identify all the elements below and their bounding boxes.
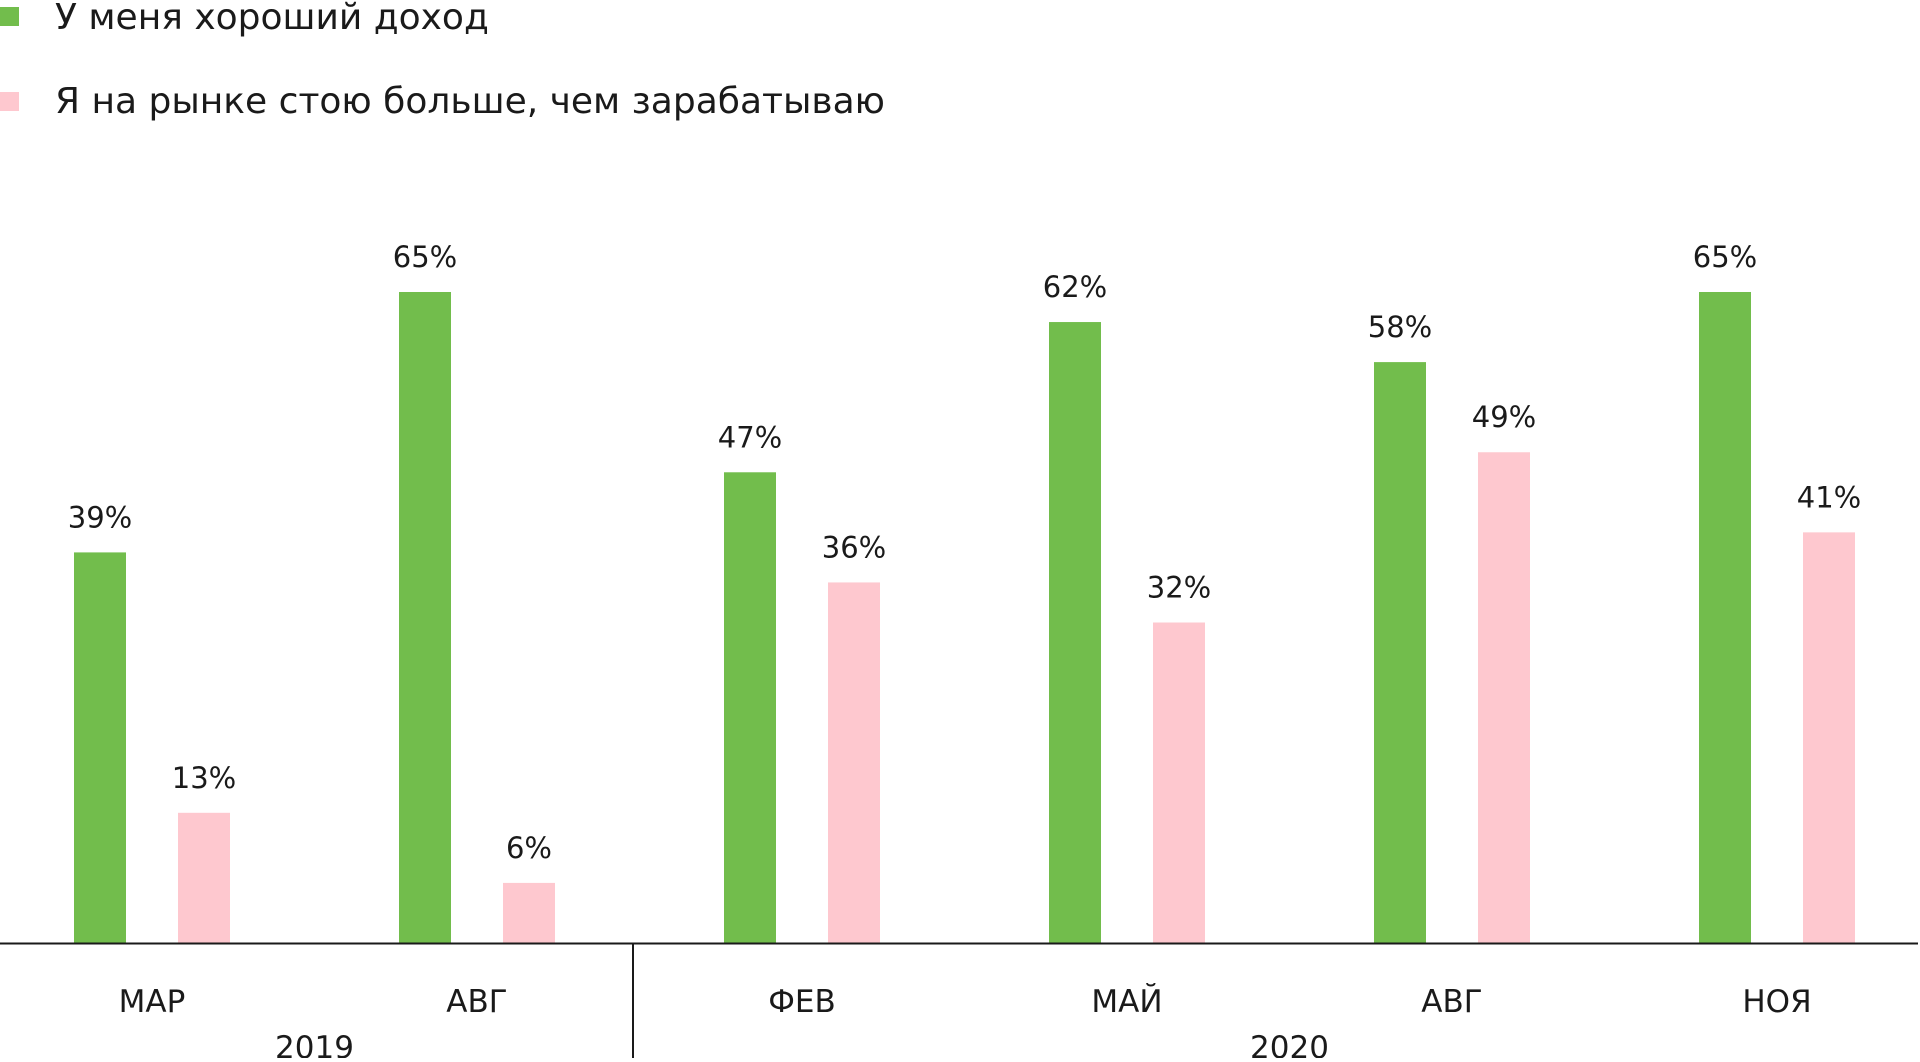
bar-series2-4 (1153, 622, 1205, 943)
legend-label-good-income: У меня хороший доход (55, 0, 489, 38)
value-label-series2-3: 36% (822, 530, 886, 564)
value-label-series1-1: 39% (68, 500, 132, 534)
category-label-4: МАЙ (1091, 984, 1162, 1020)
value-label-series1-3: 47% (718, 420, 782, 454)
legend: У меня хороший доход Я на рынке стою бол… (0, 0, 885, 122)
bar-series1-3 (724, 472, 776, 943)
bar-series2-2 (503, 882, 555, 943)
value-label-series2-5: 49% (1472, 400, 1536, 434)
year-label-2019: 2019 (275, 1030, 354, 1058)
bar-series2-6 (1803, 532, 1855, 943)
bar-series2-1 (178, 812, 230, 943)
year-labels-layer: 2019 2020 (275, 1030, 1329, 1062)
value-label-series1-5: 58% (1368, 310, 1432, 344)
year-label-2020: 2020 (1250, 1030, 1329, 1058)
value-label-series2-2: 6% (506, 831, 552, 865)
legend-label-worth-more: Я на рынке стою больше, чем зарабатываю (55, 81, 885, 122)
bar-series1-1 (74, 552, 126, 943)
bar-series1-4 (1049, 322, 1101, 943)
legend-swatch-good-income (0, 7, 19, 26)
value-label-series1-6: 65% (1693, 240, 1757, 274)
category-label-3: ФЕВ (768, 984, 836, 1020)
category-label-2: АВГ (446, 984, 507, 1020)
value-label-series2-1: 13% (172, 761, 236, 795)
category-label-5: АВГ (1421, 984, 1482, 1020)
value-label-series2-4: 32% (1147, 571, 1211, 605)
category-labels-layer: МАР АВГ ФЕВ МАЙ АВГ НОЯ (119, 984, 1812, 1020)
category-label-6: НОЯ (1742, 984, 1811, 1020)
legend-swatch-worth-more (0, 92, 19, 111)
bar-series2-5 (1478, 452, 1530, 943)
bar-series1-5 (1374, 362, 1426, 944)
value-label-series1-4: 62% (1043, 270, 1107, 304)
bar-series1-2 (399, 292, 451, 943)
category-label-1: МАР (119, 984, 186, 1020)
x-axis (0, 942, 1918, 1058)
bar-series2-3 (828, 582, 880, 943)
value-label-series2-6: 41% (1797, 480, 1861, 514)
bar-series1-6 (1699, 292, 1751, 943)
bars-layer (74, 292, 1855, 944)
value-label-series1-2: 65% (393, 240, 457, 274)
value-labels-layer: 39% 13% 65% 6% 47% 36% 62% 32% 58% 49% 65% 41% (68, 240, 1861, 865)
